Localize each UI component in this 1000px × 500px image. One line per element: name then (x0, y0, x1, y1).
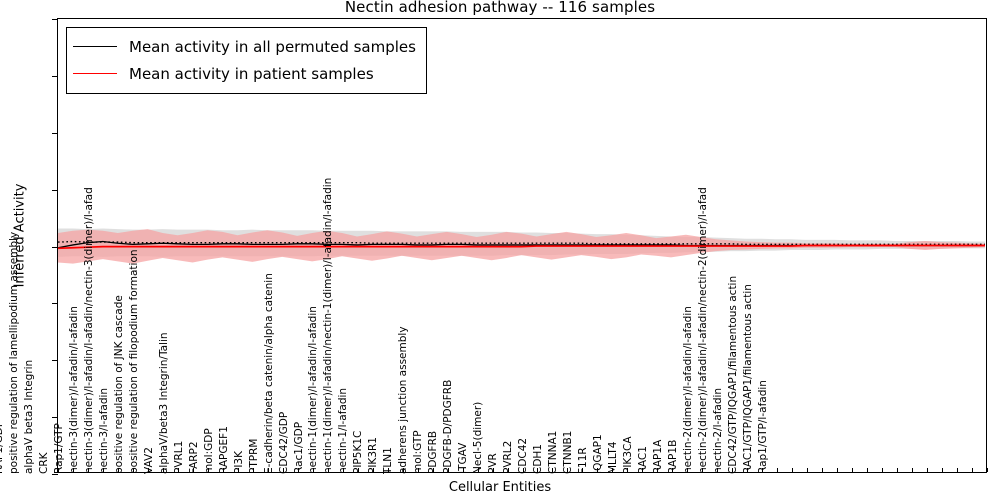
x-axis-tick (58, 468, 59, 472)
x-axis-tick (702, 468, 704, 472)
x-axis-tick (102, 468, 104, 472)
x-axis-tick (717, 468, 719, 472)
x-axis-tick (897, 468, 899, 472)
x-axis-tick (237, 468, 239, 472)
legend-swatch-permuted (73, 46, 117, 47)
plot-canvas (58, 228, 986, 264)
x-axis-tick (582, 468, 584, 472)
x-axis-tick (987, 468, 988, 472)
x-axis-tick (327, 468, 329, 472)
y-axis-tick (52, 132, 58, 134)
y-axis-tick (52, 189, 58, 191)
x-axis-tick (387, 468, 389, 472)
x-axis-tick (732, 468, 734, 472)
x-axis-tick (672, 468, 674, 472)
y-axis-tick (52, 360, 58, 362)
x-axis-tick (657, 468, 659, 472)
patient-mean-line (58, 244, 986, 250)
x-axis-tick (762, 468, 764, 472)
x-axis-tick (417, 468, 419, 472)
x-axis-tick (687, 468, 689, 472)
x-axis-tick (747, 468, 749, 472)
x-axis-tick (402, 468, 404, 472)
x-axis-tick (117, 468, 119, 472)
x-axis-tick (822, 468, 824, 472)
legend-label-patient: Mean activity in patient samples (129, 64, 374, 83)
x-axis-tick (507, 468, 509, 472)
x-axis-tick (282, 468, 284, 472)
x-axis-tick (357, 468, 359, 472)
x-axis-tick (642, 468, 644, 472)
x-axis-tick (492, 468, 494, 472)
legend-entry-patient: Mean activity in patient samples (73, 60, 416, 87)
x-axis-tick (777, 468, 779, 472)
x-axis-category-label: Rap1/GTP/l-afadin (757, 380, 769, 474)
legend-label-permuted: Mean activity in all permuted samples (129, 37, 416, 56)
x-axis-tick (252, 468, 254, 472)
x-axis-tick (207, 468, 209, 472)
x-axis-tick (927, 468, 929, 472)
x-axis-tick (462, 468, 464, 472)
x-axis-label: Cellular Entities (448, 480, 552, 495)
x-axis-tick (882, 468, 884, 472)
y-axis-tick (52, 474, 58, 475)
x-axis-tick (162, 468, 164, 472)
legend: Mean activity in all permuted samples Me… (66, 27, 427, 94)
y-axis-tick (52, 417, 58, 419)
x-axis-tick (177, 468, 179, 472)
y-axis-tick (52, 75, 58, 77)
x-axis-tick (912, 468, 914, 472)
legend-entry-permuted: Mean activity in all permuted samples (73, 33, 416, 60)
x-axis-tick (447, 468, 449, 472)
x-axis-tick (792, 468, 794, 472)
x-axis-tick (522, 468, 524, 472)
x-axis-tick (612, 468, 614, 472)
x-axis-tick (837, 468, 839, 472)
x-axis-tick (807, 468, 809, 472)
x-axis-tick (72, 468, 74, 472)
x-axis-tick (867, 468, 869, 472)
x-axis-tick (432, 468, 434, 472)
x-axis-tick (222, 468, 224, 472)
plot-area: PTK2CLDN1SRCnectin-1(dimer)/l-afadin/l-a… (0, 18, 988, 475)
legend-swatch-patient (73, 73, 117, 74)
permuted-mean-dotted-line (58, 240, 986, 246)
x-axis-tick (972, 468, 974, 472)
x-axis-tick (537, 468, 539, 472)
x-axis-tick (132, 468, 134, 472)
y-axis-tick (52, 246, 58, 248)
x-axis-tick (342, 468, 344, 472)
x-axis-tick (627, 468, 629, 472)
y-axis-tick (52, 19, 58, 20)
x-axis-tick (267, 468, 269, 472)
y-axis-tick (52, 303, 58, 305)
chart-title: Nectin adhesion pathway -- 116 samples (344, 0, 656, 16)
x-axis-tick (597, 468, 599, 472)
x-axis-tick (372, 468, 374, 472)
x-axis-tick (147, 468, 149, 472)
x-axis-tick (192, 468, 194, 472)
x-axis-tick (297, 468, 299, 472)
x-axis-tick (312, 468, 314, 472)
x-axis-tick (942, 468, 944, 472)
x-axis-tick (567, 468, 569, 472)
x-axis-tick (477, 468, 479, 472)
x-axis-tick (957, 468, 959, 472)
x-axis-tick (852, 468, 854, 472)
x-axis-tick (87, 468, 89, 472)
x-axis-tick (552, 468, 554, 472)
